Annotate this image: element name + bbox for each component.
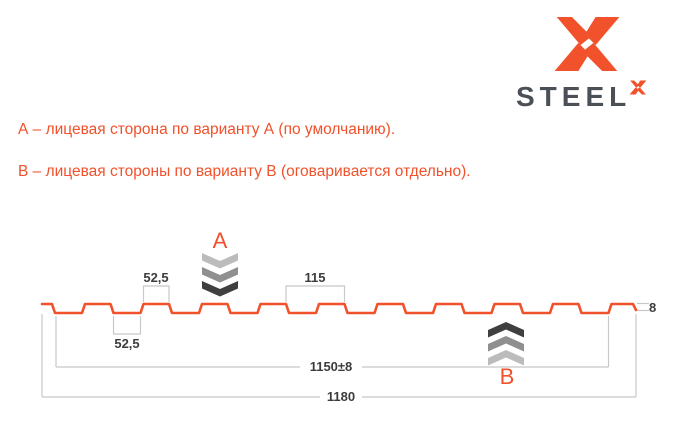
dimension-lines: [41, 285, 649, 398]
marker-b-label: B: [499, 364, 515, 389]
marker-a-label: A: [212, 228, 228, 253]
dim-height-label: 8: [649, 300, 657, 315]
dim-pitch-label: 115: [304, 270, 326, 285]
steelx-x-icon: [554, 17, 620, 71]
dim-bottom-flat-label: 52,5: [114, 336, 140, 351]
note-variant-b: В – лицевая стороны по варианту В (огова…: [18, 163, 471, 180]
dim-top-flat-label: 52,5: [143, 270, 169, 285]
variant-a-chevrons-icon: [202, 253, 238, 297]
logo-brand-text: STEEL: [516, 81, 632, 112]
logo-x-superscript-icon: [629, 80, 647, 95]
steelx-logo: STEEL: [514, 17, 684, 113]
dim-working-width-label: 1150±8: [309, 359, 353, 374]
logo-wordmark: STEEL: [516, 80, 649, 113]
dim-overall-width-label: 1180: [326, 389, 356, 404]
note-variant-a: А – лицевая сторона по варианту А (по ум…: [18, 121, 396, 138]
sheet-profile-outline: [40, 302, 638, 315]
variant-b-chevrons-icon: [488, 322, 524, 366]
